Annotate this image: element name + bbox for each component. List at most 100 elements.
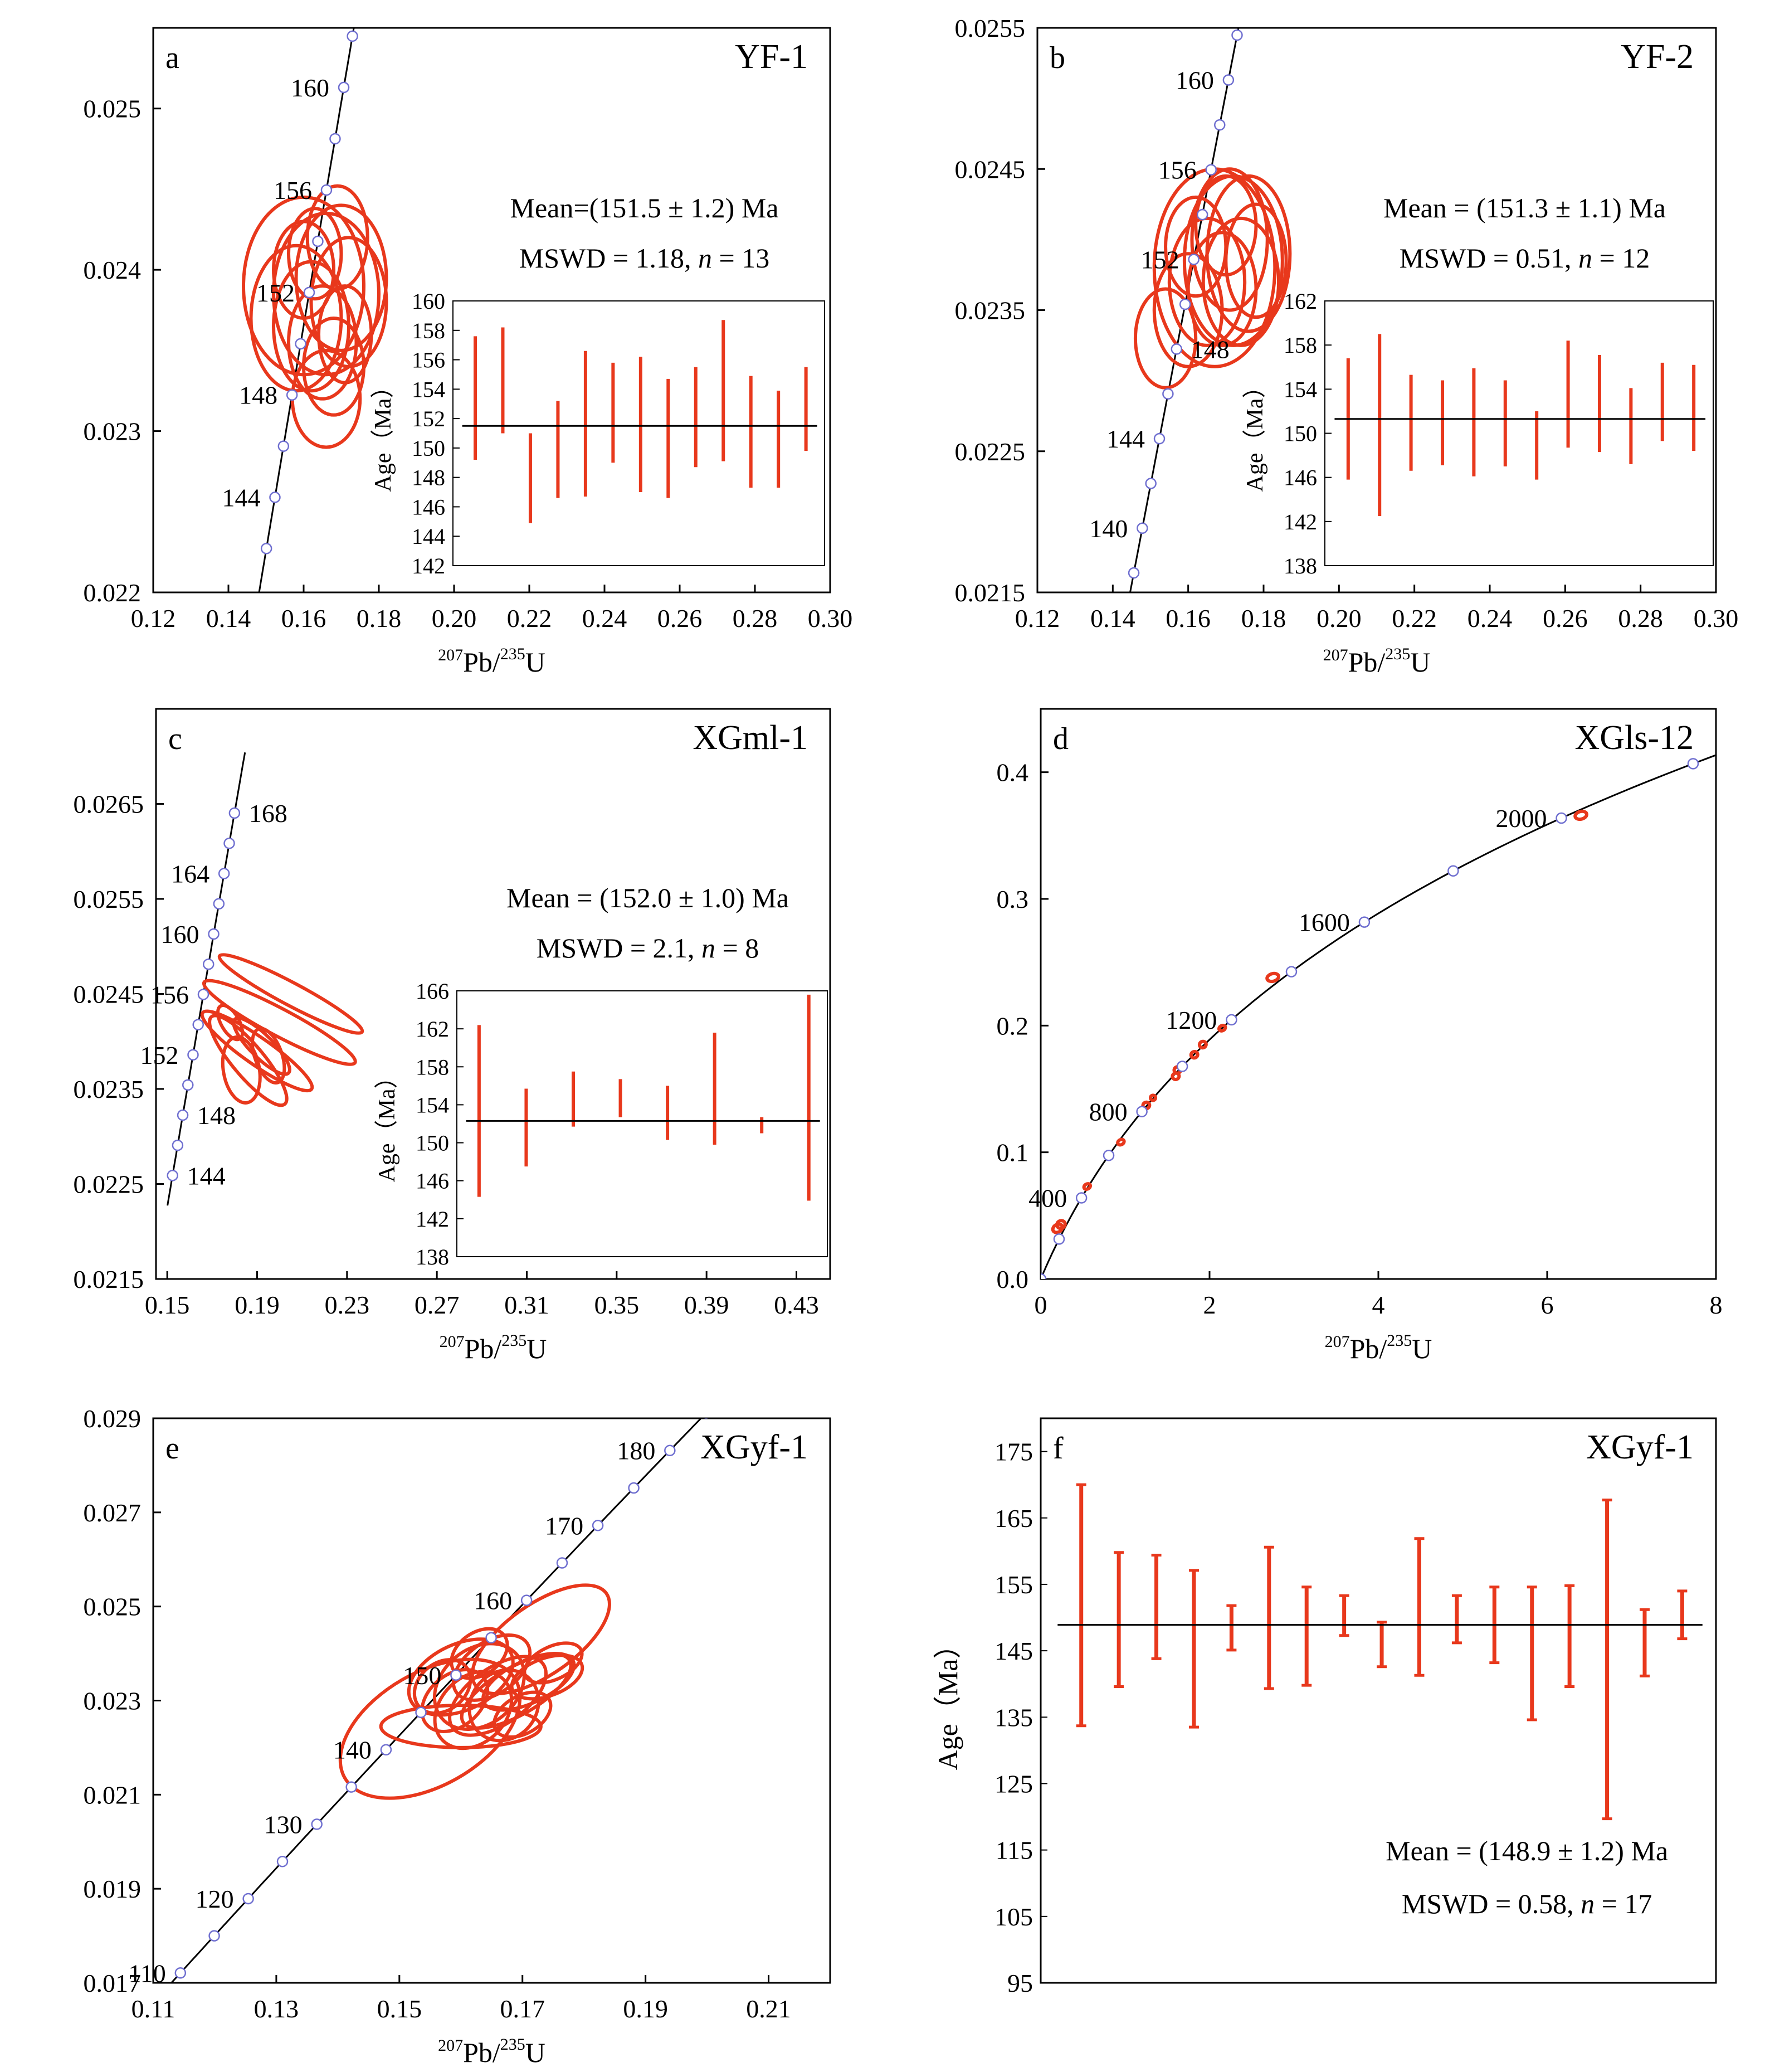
age-tick-label: 154 — [1284, 377, 1317, 402]
concordia-age-node — [182, 1079, 194, 1091]
error-ellipse — [1082, 1182, 1093, 1191]
concordia-age-node — [1196, 208, 1208, 221]
concordia-age-node — [1145, 478, 1157, 489]
age-tick-label: 154 — [412, 377, 445, 402]
x-tick-label: 0.14 — [206, 604, 251, 633]
error-ellipse — [208, 1014, 289, 1107]
x-tick-label: 0.17 — [500, 1995, 545, 2023]
age-tick-label: 150 — [1284, 421, 1317, 446]
x-label-part: 235 — [1387, 1331, 1412, 1350]
x-tick-label: 0.22 — [1392, 604, 1437, 633]
concordia-age-node — [303, 286, 315, 299]
age-tick-label: 158 — [1284, 333, 1317, 358]
x-label-part: 207 — [1323, 646, 1348, 664]
x-label-part: 235 — [500, 2035, 525, 2054]
concordia-age-node — [260, 542, 272, 555]
plot-area — [1128, 28, 1292, 592]
concordia-age-label: 110 — [129, 1959, 166, 1987]
age-axis-label: Age（Ma） — [932, 1631, 963, 1771]
panel-label: e — [165, 1431, 179, 1466]
panel-b: 0.12 0.14 0.16 0.18 0.20 0.22 0.24 0.26 0.28 0.30… — [955, 14, 1739, 678]
plot-frame — [155, 708, 831, 1280]
error-ellipse — [451, 1633, 532, 1702]
mswd-text: MSWD = 2.1, n = 8 — [537, 932, 759, 964]
concordia-age-node — [415, 1706, 427, 1719]
concordia-curve — [167, 752, 246, 1206]
concordia-age-label: 160 — [161, 920, 199, 949]
panel-c: 0.15 0.19 0.23 0.27 0.31 0.35 0.39 0.43 207Pb/23… — [74, 708, 831, 1364]
sample-name: YF-1 — [735, 38, 808, 76]
x-tick-label: 0.30 — [808, 604, 853, 633]
error-ellipse — [221, 1035, 262, 1105]
y-tick-label: 0.023 — [84, 1687, 142, 1715]
n-variable: n — [701, 932, 715, 964]
concordia-age-node — [197, 989, 209, 1000]
mean-age-text: Mean = (151.3 ± 1.1) Ma — [1383, 192, 1666, 223]
mean-age-text: Mean=(151.5 ± 1.2) Ma — [510, 192, 779, 223]
age-inset: 138 142 146 150 154 158 162 Age（Ma） — [1242, 289, 1714, 578]
x-tick-label: 0.24 — [582, 604, 627, 633]
error-ellipse — [510, 1653, 584, 1701]
x-label-part: U — [525, 646, 545, 678]
concordia-age-node — [187, 1049, 199, 1061]
concordia-age-label: 148 — [197, 1101, 236, 1130]
concordia-age-label: 150 — [403, 1661, 441, 1690]
x-tick-label: 0.22 — [507, 604, 552, 633]
x-label-part: 207 — [440, 1332, 465, 1351]
concordia-age-label: 160 — [1176, 66, 1214, 95]
concordia-age-node — [338, 81, 350, 94]
age-tick-label: 166 — [416, 979, 449, 1004]
age-tick-label: 145 — [994, 1637, 1033, 1665]
error-ellipse — [272, 220, 335, 320]
age-tick-label: 150 — [412, 436, 445, 461]
x-tick-label: 0.21 — [746, 1995, 791, 2023]
concordia-age-node — [1137, 522, 1148, 534]
n-variable: n — [698, 242, 712, 274]
concordia-age-label: 144 — [187, 1161, 226, 1190]
concordia-age-label: 130 — [264, 1810, 303, 1838]
x-label-part: Pb/ — [1350, 1333, 1387, 1364]
plot-area — [167, 752, 364, 1206]
concordia-age-node — [228, 807, 241, 819]
x-label-part: 235 — [1385, 645, 1410, 663]
x-label-part: U — [526, 1333, 547, 1364]
x-tick-label: 0.35 — [594, 1291, 640, 1319]
error-ellipse — [200, 1009, 314, 1093]
x-tick-label: 0.31 — [504, 1291, 549, 1319]
x-tick-label: 0.20 — [432, 604, 477, 633]
age-tick-label: 158 — [416, 1054, 449, 1079]
error-ellipse — [287, 284, 358, 401]
error-ellipse — [493, 1690, 553, 1739]
concordia-age-node — [450, 1669, 462, 1681]
n-value: = 13 — [712, 242, 769, 274]
error-ellipse — [1189, 1049, 1200, 1060]
concordia-age-node — [172, 1139, 184, 1151]
x-tick-label: 0.18 — [357, 604, 402, 633]
mswd-text: MSWD = 0.58, n = 17 — [1402, 1888, 1652, 1919]
concordia-age-node — [213, 898, 225, 910]
concordia-age-node — [1188, 254, 1200, 265]
y-tick-label: 0.0215 — [74, 1265, 144, 1293]
age-axis-label: Age（Ma） — [370, 375, 396, 492]
y-tick-label: 0.021 — [84, 1781, 142, 1809]
concordia-age-label: 156 — [274, 176, 312, 205]
age-tick-label: 146 — [1284, 465, 1317, 490]
concordia-age-node — [520, 1594, 533, 1606]
error-ellipse — [412, 1658, 472, 1715]
mean-age-text: Mean = (152.0 ± 1.0) Ma — [506, 882, 789, 913]
x-label-part: U — [1412, 1333, 1432, 1364]
x-tick-label: 0.30 — [1694, 604, 1739, 633]
concordia-age-node — [347, 30, 358, 42]
age-tick-label: 175 — [994, 1438, 1033, 1466]
x-axis-label: 207Pb/235U — [438, 2035, 545, 2068]
error-ellipse — [1164, 195, 1228, 298]
y-tick-label: 0.029 — [84, 1404, 142, 1433]
error-ellipse — [1573, 809, 1588, 821]
y-tick-label: 0.025 — [84, 95, 142, 123]
x-axis-label: 207Pb/235U — [1323, 645, 1431, 678]
concordia-age-node — [311, 1818, 323, 1830]
y-tick-label: 0.3 — [997, 885, 1029, 913]
concordia-age-node — [286, 389, 298, 401]
concordia-age-label: 156 — [150, 980, 189, 1009]
concordia-age-node — [345, 1781, 357, 1793]
